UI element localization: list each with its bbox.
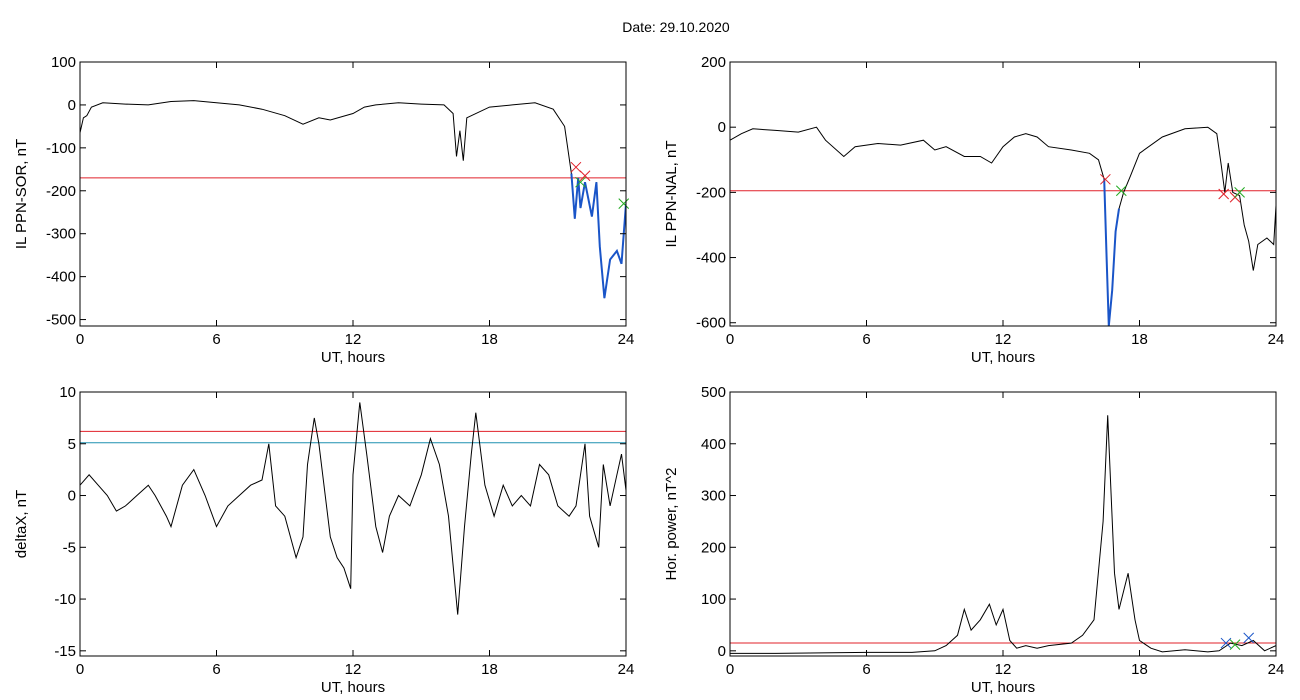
- y-tick-label: -400: [696, 250, 726, 267]
- plot-frame: [729, 391, 1277, 657]
- event-marker: [1229, 639, 1241, 650]
- y-tick-label: 200: [701, 539, 726, 556]
- chart-data-group: [730, 415, 1276, 654]
- event-marker-stroke: [1218, 188, 1230, 200]
- event-marker: [1234, 187, 1245, 198]
- event-marker-stroke: [1243, 632, 1255, 644]
- event-marker: [579, 170, 591, 182]
- event-marker: [570, 161, 582, 173]
- event-marker-stroke: [1115, 185, 1127, 197]
- event-marker-stroke: [1100, 173, 1111, 185]
- y-tick-label: 0: [68, 97, 76, 114]
- event-marker-stroke: [1234, 187, 1245, 198]
- y-tick-label: 0: [718, 119, 726, 136]
- x-tick-label: 18: [1131, 661, 1148, 678]
- x-tick-label: 0: [76, 661, 84, 678]
- y-tick-label: -100: [46, 140, 76, 157]
- y-tick-label: -5: [63, 539, 76, 556]
- y-tick-label: 200: [701, 54, 726, 71]
- y-tick-label: -200: [696, 184, 726, 201]
- series-line: [80, 402, 626, 615]
- y-axis-label: IL PPN-NAL, nT: [663, 141, 680, 248]
- event-marker-stroke: [570, 161, 582, 173]
- series-line: [730, 415, 1276, 654]
- chart-deltax: 0 6 12 18 24 10 5 0 -5 -10 -15 UT, hours deltaX, nT: [13, 384, 634, 696]
- x-tick-label: 18: [481, 661, 498, 678]
- event-marker: [1220, 637, 1232, 649]
- y-tick-label: -300: [46, 226, 76, 243]
- x-tick-label: 24: [618, 331, 635, 348]
- chart-data-group: [80, 402, 626, 615]
- x-tick-label: 0: [76, 331, 84, 348]
- y-tick-label: -500: [46, 312, 76, 329]
- y-tick-label: 100: [701, 591, 726, 608]
- event-marker-stroke: [575, 176, 586, 188]
- x-tick-label: 24: [618, 661, 635, 678]
- y-tick-label: 100: [51, 54, 76, 71]
- highlight-segment: [1103, 179, 1120, 326]
- y-tick-label: 300: [701, 488, 726, 505]
- x-tick-label: 18: [1131, 331, 1148, 348]
- chart-data-group: [80, 100, 626, 299]
- x-tick-label: 12: [345, 331, 362, 348]
- x-tick-label: 24: [1268, 331, 1285, 348]
- chart-hor: 0 6 12 18 24 500 400 300 200 100 0 UT, hours Hor. po…: [663, 384, 1284, 696]
- event-marker-stroke: [579, 170, 591, 182]
- x-tick-label: 6: [862, 661, 870, 678]
- x-tick-label: 6: [212, 331, 220, 348]
- x-tick-label: 0: [726, 661, 734, 678]
- highlight-segment: [570, 173, 626, 299]
- x-tick-label: 18: [481, 331, 498, 348]
- x-axis-label: UT, hours: [971, 679, 1035, 696]
- y-tick-label: 10: [59, 384, 76, 401]
- x-tick-label: 12: [995, 331, 1012, 348]
- y-tick-label: 400: [701, 436, 726, 453]
- y-tick-label: 5: [68, 436, 76, 453]
- y-tick-label: -400: [46, 269, 76, 286]
- plot-frame: [79, 61, 627, 327]
- x-tick-label: 12: [345, 661, 362, 678]
- y-axis-label: deltaX, nT: [13, 490, 30, 558]
- x-tick-label: 12: [995, 661, 1012, 678]
- event-marker: [1115, 185, 1127, 197]
- y-axis-label: IL PPN-SOR, nT: [13, 139, 30, 249]
- y-tick-label: 0: [718, 643, 726, 660]
- chart-sor: 0 6 12 18 24 100 0 -100 -200 -300 -400 -500 UT, hour…: [13, 54, 634, 366]
- event-marker: [575, 176, 586, 188]
- event-marker: [1100, 173, 1111, 185]
- event-marker-stroke: [1229, 639, 1241, 650]
- x-tick-label: 6: [862, 331, 870, 348]
- y-tick-label: -600: [696, 315, 726, 332]
- x-axis-label: UT, hours: [971, 349, 1035, 366]
- y-tick-label: -200: [46, 183, 76, 200]
- event-marker-stroke: [1220, 637, 1232, 649]
- y-tick-label: 500: [701, 384, 726, 401]
- x-axis-label: UT, hours: [321, 349, 385, 366]
- event-marker-stroke: [618, 198, 630, 210]
- series-line: [730, 126, 1276, 326]
- y-tick-label: 0: [68, 488, 76, 505]
- x-tick-label: 24: [1268, 661, 1285, 678]
- event-marker: [1243, 632, 1255, 644]
- chart-nal: 0 6 12 18 24 200 0 -200 -400 -600 UT, hours IL PPN-…: [663, 54, 1284, 366]
- y-tick-label: -15: [54, 643, 76, 660]
- x-tick-label: 0: [726, 331, 734, 348]
- event-marker: [618, 198, 630, 210]
- series-line: [80, 100, 626, 299]
- y-tick-label: -10: [54, 591, 76, 608]
- event-marker: [1218, 188, 1230, 200]
- plot-frame: [729, 61, 1277, 327]
- x-axis-label: UT, hours: [321, 679, 385, 696]
- y-axis-label: Hor. power, nT^2: [663, 468, 680, 581]
- chart-data-group: [730, 126, 1276, 326]
- page-title: Date: 29.10.2020: [622, 19, 730, 35]
- x-tick-label: 6: [212, 661, 220, 678]
